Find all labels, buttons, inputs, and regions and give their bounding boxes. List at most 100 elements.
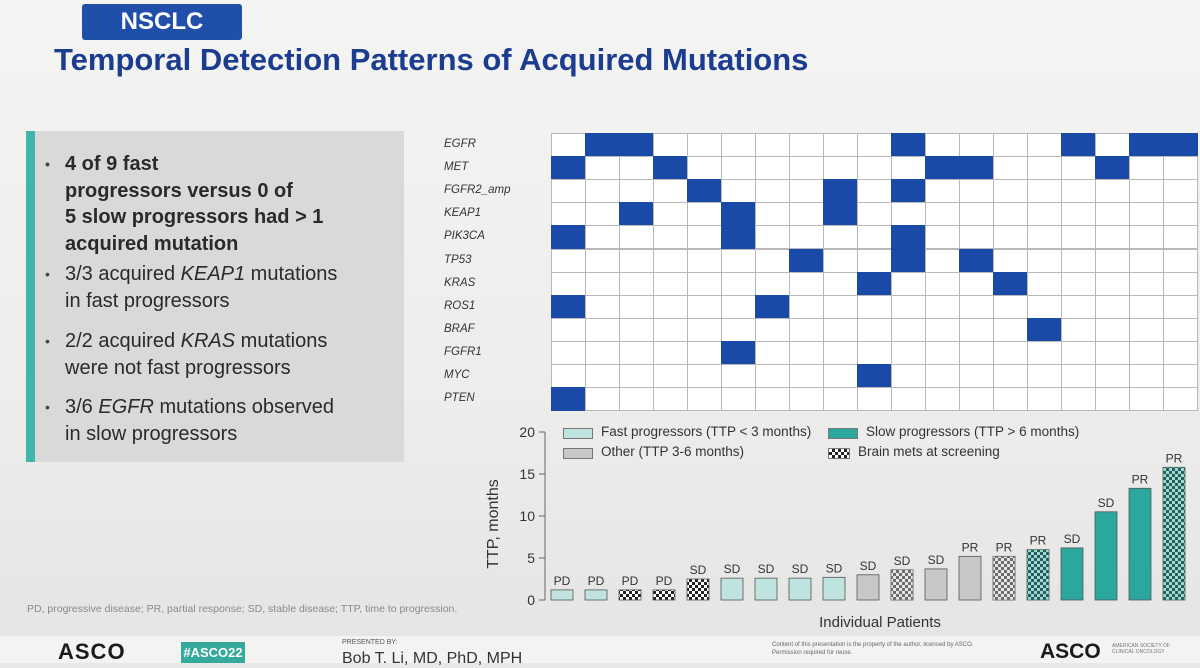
y-tick-label: 15 [519, 466, 535, 482]
mutation-cell [823, 364, 858, 389]
bar [788, 577, 812, 601]
bar-label: SD [724, 562, 741, 576]
mutation-cell [653, 179, 688, 204]
bar [1026, 549, 1050, 601]
mutation-cell [619, 225, 654, 250]
gene-label: FGFR2_amp [444, 184, 511, 197]
mutation-cell-detected [959, 156, 994, 181]
mutation-cell-detected [619, 202, 654, 227]
mutation-cell [653, 133, 688, 158]
bar-label: PD [588, 574, 605, 588]
mutation-cell [925, 179, 960, 204]
mutation-cell [789, 133, 824, 158]
mutation-cell [1129, 317, 1164, 342]
bar-label: SD [1098, 496, 1115, 510]
mutation-cell [1163, 248, 1198, 273]
mutation-cell [1163, 340, 1198, 365]
mutation-cell [993, 340, 1028, 365]
bar [1060, 547, 1084, 601]
mutation-cell [755, 225, 790, 250]
mutation-cell [857, 133, 892, 158]
mutation-cell [1095, 225, 1130, 250]
mutation-cell [653, 271, 688, 296]
mutation-cell [1027, 248, 1062, 273]
bar-label: SD [894, 554, 911, 568]
bar [584, 589, 608, 601]
mutation-cell [1027, 179, 1062, 204]
mutation-cell [1061, 248, 1096, 273]
mutation-cell [551, 340, 586, 365]
bar [550, 589, 574, 601]
mutation-cell [959, 387, 994, 412]
bar-label: PD [656, 574, 673, 588]
mutation-cell-detected [721, 225, 756, 250]
bar-label: SD [928, 553, 945, 567]
mutation-cell [823, 156, 858, 181]
y-tick-label: 0 [527, 592, 535, 608]
mutation-cell [891, 340, 926, 365]
mutation-cell [721, 364, 756, 389]
bar [720, 577, 744, 601]
mutation-cell-detected [959, 248, 994, 273]
mutation-cell [857, 387, 892, 412]
asco-tagline: AMERICAN SOCIETY OF CLINICAL ONCOLOGY [1112, 643, 1170, 655]
mutation-cell [619, 387, 654, 412]
mutation-cell-detected [653, 156, 688, 181]
bullet-item: • 3/6 EGFR mutations observed in slow prog… [45, 396, 335, 445]
mutation-cell [653, 248, 688, 273]
mutation-cell [1163, 364, 1198, 389]
bullet-dot-icon: • [45, 266, 50, 282]
mutation-cell [1129, 156, 1164, 181]
presented-by-label: PRESENTED BY: [342, 639, 398, 646]
mutation-cell [857, 179, 892, 204]
mutation-cell [1163, 202, 1198, 227]
gene-label: ROS1 [444, 299, 476, 312]
mutation-cell [789, 225, 824, 250]
mutation-cell [721, 179, 756, 204]
mutation-cell-detected [891, 133, 926, 158]
mutation-cell [1163, 294, 1198, 319]
gene-label: TP53 [444, 253, 472, 266]
mutation-cell [551, 317, 586, 342]
gene-label: MYC [444, 369, 470, 381]
mutation-cell [789, 179, 824, 204]
gene-label: EGFR [444, 138, 476, 150]
mutation-cell [619, 317, 654, 342]
mutation-cell [619, 340, 654, 365]
asco-logo: ASCO [58, 639, 126, 664]
mutation-cell [551, 364, 586, 389]
legend-label-brain: Brain mets at screening [858, 444, 1000, 459]
mutation-cell [755, 364, 790, 389]
mutation-cell [1027, 294, 1062, 319]
x-axis-label: Individual Patients [819, 614, 941, 631]
mutation-cell [551, 248, 586, 273]
bullet-dot-icon: • [45, 333, 50, 349]
mutation-cell-detected [551, 387, 586, 412]
mutation-cell-detected [823, 202, 858, 227]
mutation-cell [687, 364, 722, 389]
bar [822, 576, 846, 601]
mutation-cell [823, 133, 858, 158]
mutation-cell-detected [1129, 133, 1164, 158]
y-tick-label: 10 [519, 508, 535, 524]
mutation-cell [959, 317, 994, 342]
mutation-cell [959, 271, 994, 296]
bar [890, 569, 914, 601]
mutation-cell [857, 340, 892, 365]
mutation-cell-detected [857, 271, 892, 296]
asco-logo-right: ASCO [1040, 640, 1101, 663]
mutation-cell [551, 202, 586, 227]
mutation-cell [619, 248, 654, 273]
mutation-cell [585, 271, 620, 296]
mutation-cell [585, 294, 620, 319]
mutation-cell [925, 294, 960, 319]
mutation-cell-detected [789, 248, 824, 273]
mutation-cell [789, 271, 824, 296]
mutation-cell [687, 202, 722, 227]
mutation-cell [823, 387, 858, 412]
mutation-cell [1163, 225, 1198, 250]
mutation-cell [993, 317, 1028, 342]
mutation-cell [755, 340, 790, 365]
gene-label: MET [444, 161, 469, 174]
mutation-cell [1163, 156, 1198, 181]
